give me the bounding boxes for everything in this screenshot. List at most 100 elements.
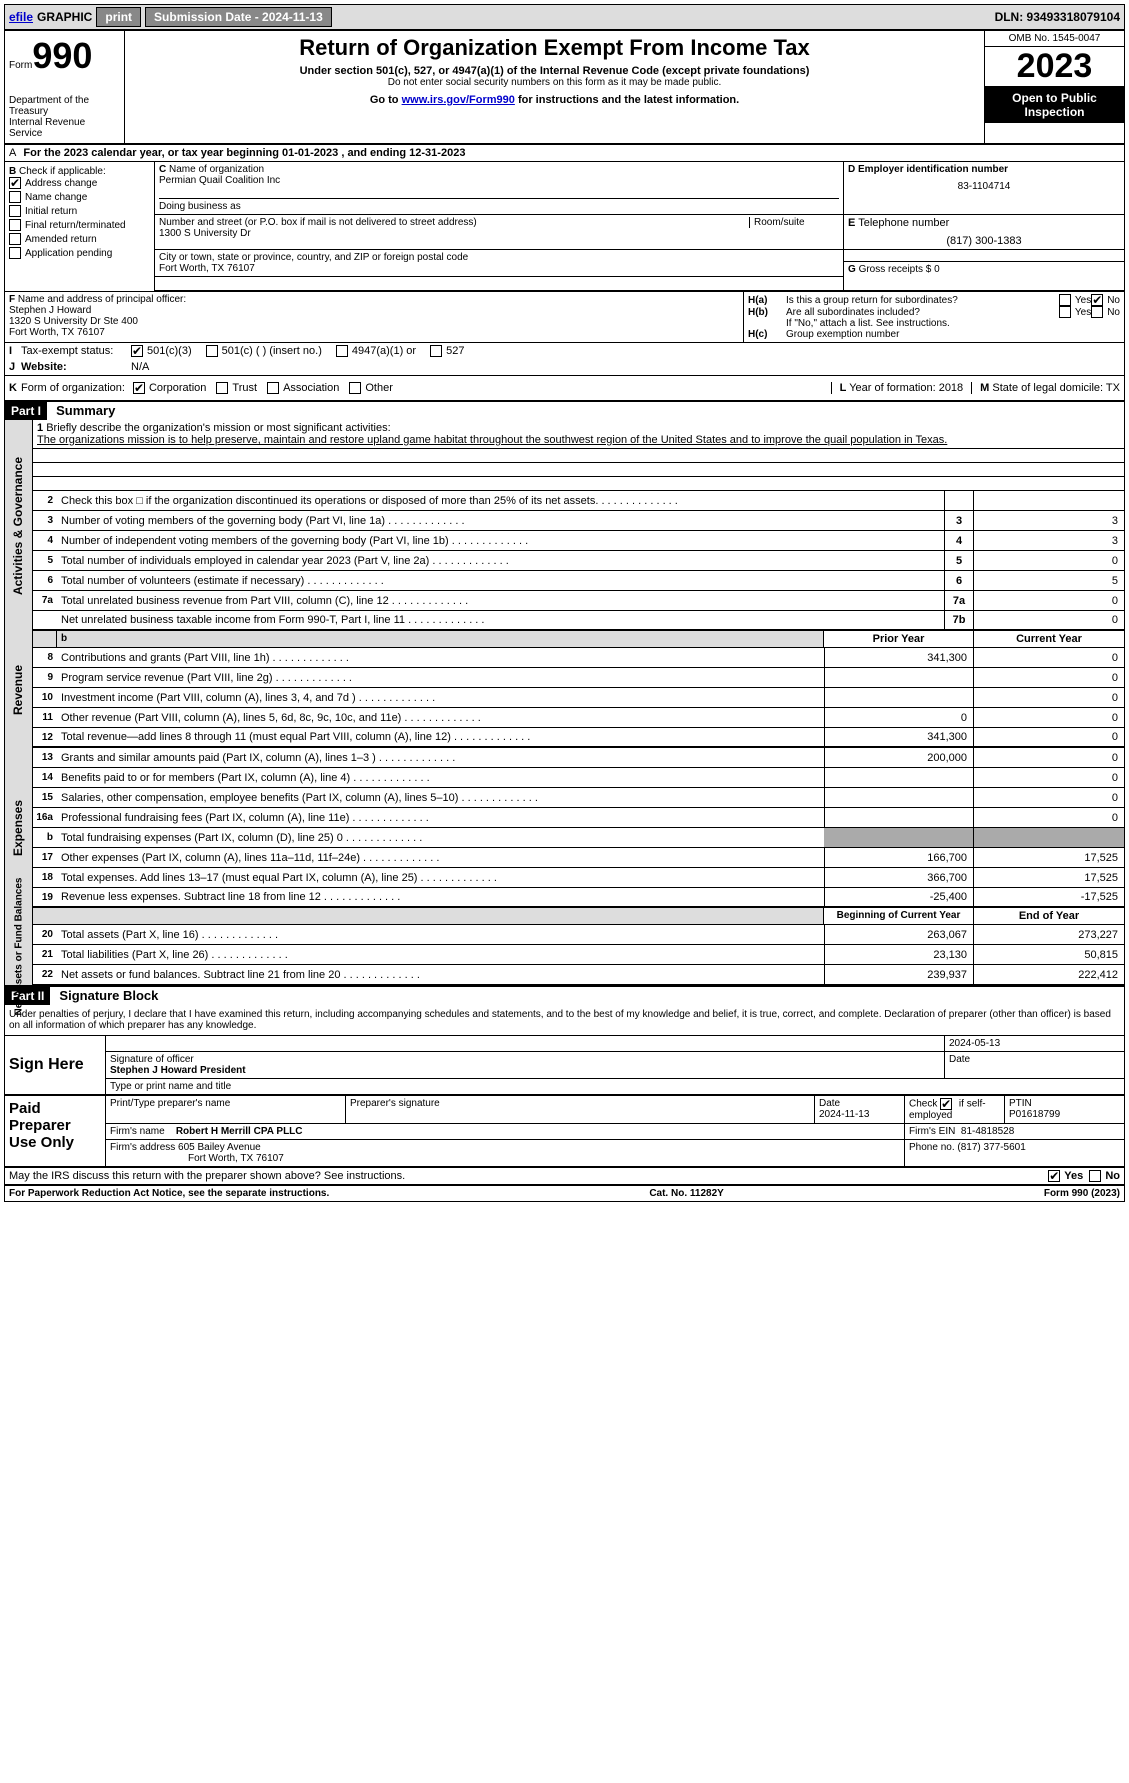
expenses-section: Expenses 13Grants and similar amounts pa… [5, 748, 1124, 908]
4947-checkbox[interactable] [336, 345, 348, 357]
address-change-checkbox[interactable] [9, 177, 21, 189]
initial-return-checkbox[interactable] [9, 205, 21, 217]
501c-checkbox[interactable] [206, 345, 218, 357]
goto-line: Go to www.irs.gov/Form990 for instructio… [129, 94, 980, 106]
tax-status-row: I Tax-exempt status: 501(c)(3) 501(c) ( … [5, 343, 1124, 376]
org-name-value: Permian Quail Coalition Inc [159, 175, 839, 186]
amended-return-checkbox[interactable] [9, 233, 21, 245]
summary-line: 21Total liabilities (Part X, line 26)23,… [33, 945, 1124, 965]
501c3-checkbox[interactable] [131, 345, 143, 357]
summary-line: 11Other revenue (Part VIII, column (A), … [33, 708, 1124, 728]
other-checkbox[interactable] [349, 382, 361, 394]
paid-preparer-label: Paid Preparer Use Only [5, 1096, 105, 1166]
app-pending-checkbox[interactable] [9, 247, 21, 259]
corp-checkbox[interactable] [133, 382, 145, 394]
assoc-checkbox[interactable] [267, 382, 279, 394]
form-990-page: efile GRAPHIC print Submission Date - 20… [4, 4, 1125, 1202]
officer-street: 1320 S University Dr Ste 400 [9, 316, 739, 327]
ha-no-checkbox[interactable] [1091, 294, 1103, 306]
officer-group-row: F Name and address of principal officer:… [5, 292, 1124, 343]
ha-yes-checkbox[interactable] [1059, 294, 1071, 306]
hb-no-checkbox[interactable] [1091, 306, 1103, 318]
officer-box: F Name and address of principal officer:… [5, 292, 744, 342]
title-box: Return of Organization Exempt From Incom… [125, 31, 984, 143]
summary-line: Net unrelated business taxable income fr… [33, 611, 1124, 631]
hb-note: If "No," attach a list. See instructions… [748, 318, 1120, 329]
org-name-box: C Name of organization Permian Quail Coa… [155, 162, 844, 215]
submission-date-label: Submission Date - 2024-11-13 [145, 7, 332, 27]
form-label: Form [9, 60, 32, 71]
officer-signature-field[interactable] [105, 1036, 944, 1051]
firm-ein: 81-4818528 [961, 1126, 1014, 1137]
dept-label: Department of the Treasury [9, 95, 120, 117]
mission-box: 1 Briefly describe the organization's mi… [33, 420, 1124, 449]
city-value: Fort Worth, TX 76107 [159, 263, 839, 274]
efile-link[interactable]: efile [9, 10, 33, 24]
summary-line: 4Number of independent voting members of… [33, 531, 1124, 551]
top-toolbar: efile GRAPHIC print Submission Date - 20… [5, 5, 1124, 31]
page-footer: For Paperwork Reduction Act Notice, see … [5, 1186, 1124, 1201]
summary-line: 16aProfessional fundraising fees (Part I… [33, 808, 1124, 828]
activities-side-label: Activities & Governance [5, 420, 33, 631]
print-button[interactable]: print [96, 7, 141, 27]
summary-line: 2Check this box □ if the organization di… [33, 491, 1124, 511]
final-return-checkbox[interactable] [9, 219, 21, 231]
summary-line: bTotal fundraising expenses (Part IX, co… [33, 828, 1124, 848]
irs-gov-link[interactable]: www.irs.gov/Form990 [402, 94, 515, 106]
discuss-no-checkbox[interactable] [1089, 1170, 1101, 1182]
irs-label: Internal Revenue Service [9, 117, 120, 139]
form-number-box: Form990 Department of the Treasury Inter… [5, 31, 125, 143]
net-assets-section: Net Assets or Fund Balances Beginning of… [5, 908, 1124, 987]
cat-number: Cat. No. 11282Y [649, 1188, 723, 1199]
summary-line: 6Total number of volunteers (estimate if… [33, 571, 1124, 591]
public-inspection-label: Open to Public Inspection [985, 87, 1124, 123]
summary-line: 8Contributions and grants (Part VIII, li… [33, 648, 1124, 668]
name-change-checkbox[interactable] [9, 191, 21, 203]
self-employed-checkbox[interactable] [940, 1098, 952, 1110]
firm-phone: (817) 377-5601 [957, 1142, 1025, 1153]
tax-year: 2023 [985, 47, 1124, 87]
ssn-warning: Do not enter social security numbers on … [129, 77, 980, 88]
net-header: Beginning of Current Year End of Year [33, 908, 1124, 925]
form-number: 990 [32, 35, 92, 76]
sign-date-value: 2024-05-13 [944, 1036, 1124, 1051]
telephone-box: E Telephone number (817) 300-1383 [844, 215, 1124, 250]
dln-label: DLN: 93493318079104 [995, 10, 1120, 24]
calendar-year-row: A For the 2023 calendar year, or tax yea… [5, 145, 1124, 162]
telephone-value: (817) 300-1383 [848, 235, 1120, 247]
city-box: City or town, state or province, country… [155, 250, 844, 277]
current-year-header: Current Year [974, 631, 1124, 647]
summary-line: 20Total assets (Part X, line 16)263,0672… [33, 925, 1124, 945]
firm-address: 605 Bailey Avenue [178, 1142, 261, 1153]
paid-date-value: 2024-11-13 [819, 1109, 869, 1120]
ein-box: D Employer identification number 83-1104… [844, 162, 1124, 215]
summary-line: 10Investment income (Part VIII, column (… [33, 688, 1124, 708]
website-value: N/A [131, 361, 149, 373]
officer-city: Fort Worth, TX 76107 [9, 327, 739, 338]
revenue-section: Revenue b Prior Year Current Year 8Contr… [5, 631, 1124, 748]
ptin-value: P01618799 [1009, 1109, 1060, 1120]
sign-name: Stephen J Howard President [110, 1065, 246, 1076]
summary-line: 7aTotal unrelated business revenue from … [33, 591, 1124, 611]
527-checkbox[interactable] [430, 345, 442, 357]
sign-here-label: Sign Here [5, 1036, 105, 1094]
paid-preparer-section: Paid Preparer Use Only Print/Type prepar… [5, 1096, 1124, 1168]
omb-number: OMB No. 1545-0047 [985, 31, 1124, 47]
trust-checkbox[interactable] [216, 382, 228, 394]
summary-line: 5Total number of individuals employed in… [33, 551, 1124, 571]
gross-receipts-box: G Gross receipts $ 0 [844, 261, 1124, 277]
mission-text: The organizations mission is to help pre… [37, 434, 1120, 446]
part-1-header: Part I Summary [5, 402, 1124, 420]
prior-year-header: Prior Year [824, 631, 974, 647]
form-header: Form990 Department of the Treasury Inter… [5, 31, 1124, 145]
net-assets-side-label: Net Assets or Fund Balances [5, 908, 33, 985]
summary-line: 3Number of voting members of the governi… [33, 511, 1124, 531]
summary-line: 18Total expenses. Add lines 13–17 (must … [33, 868, 1124, 888]
hb-yes-checkbox[interactable] [1059, 306, 1071, 318]
summary-line: 14Benefits paid to or for members (Part … [33, 768, 1124, 788]
street-value: 1300 S University Dr [159, 228, 839, 239]
street-box: Number and street (or P.O. box if mail i… [155, 215, 844, 250]
page-title: Return of Organization Exempt From Incom… [129, 35, 980, 61]
summary-line: 22Net assets or fund balances. Subtract … [33, 965, 1124, 985]
discuss-yes-checkbox[interactable] [1048, 1170, 1060, 1182]
